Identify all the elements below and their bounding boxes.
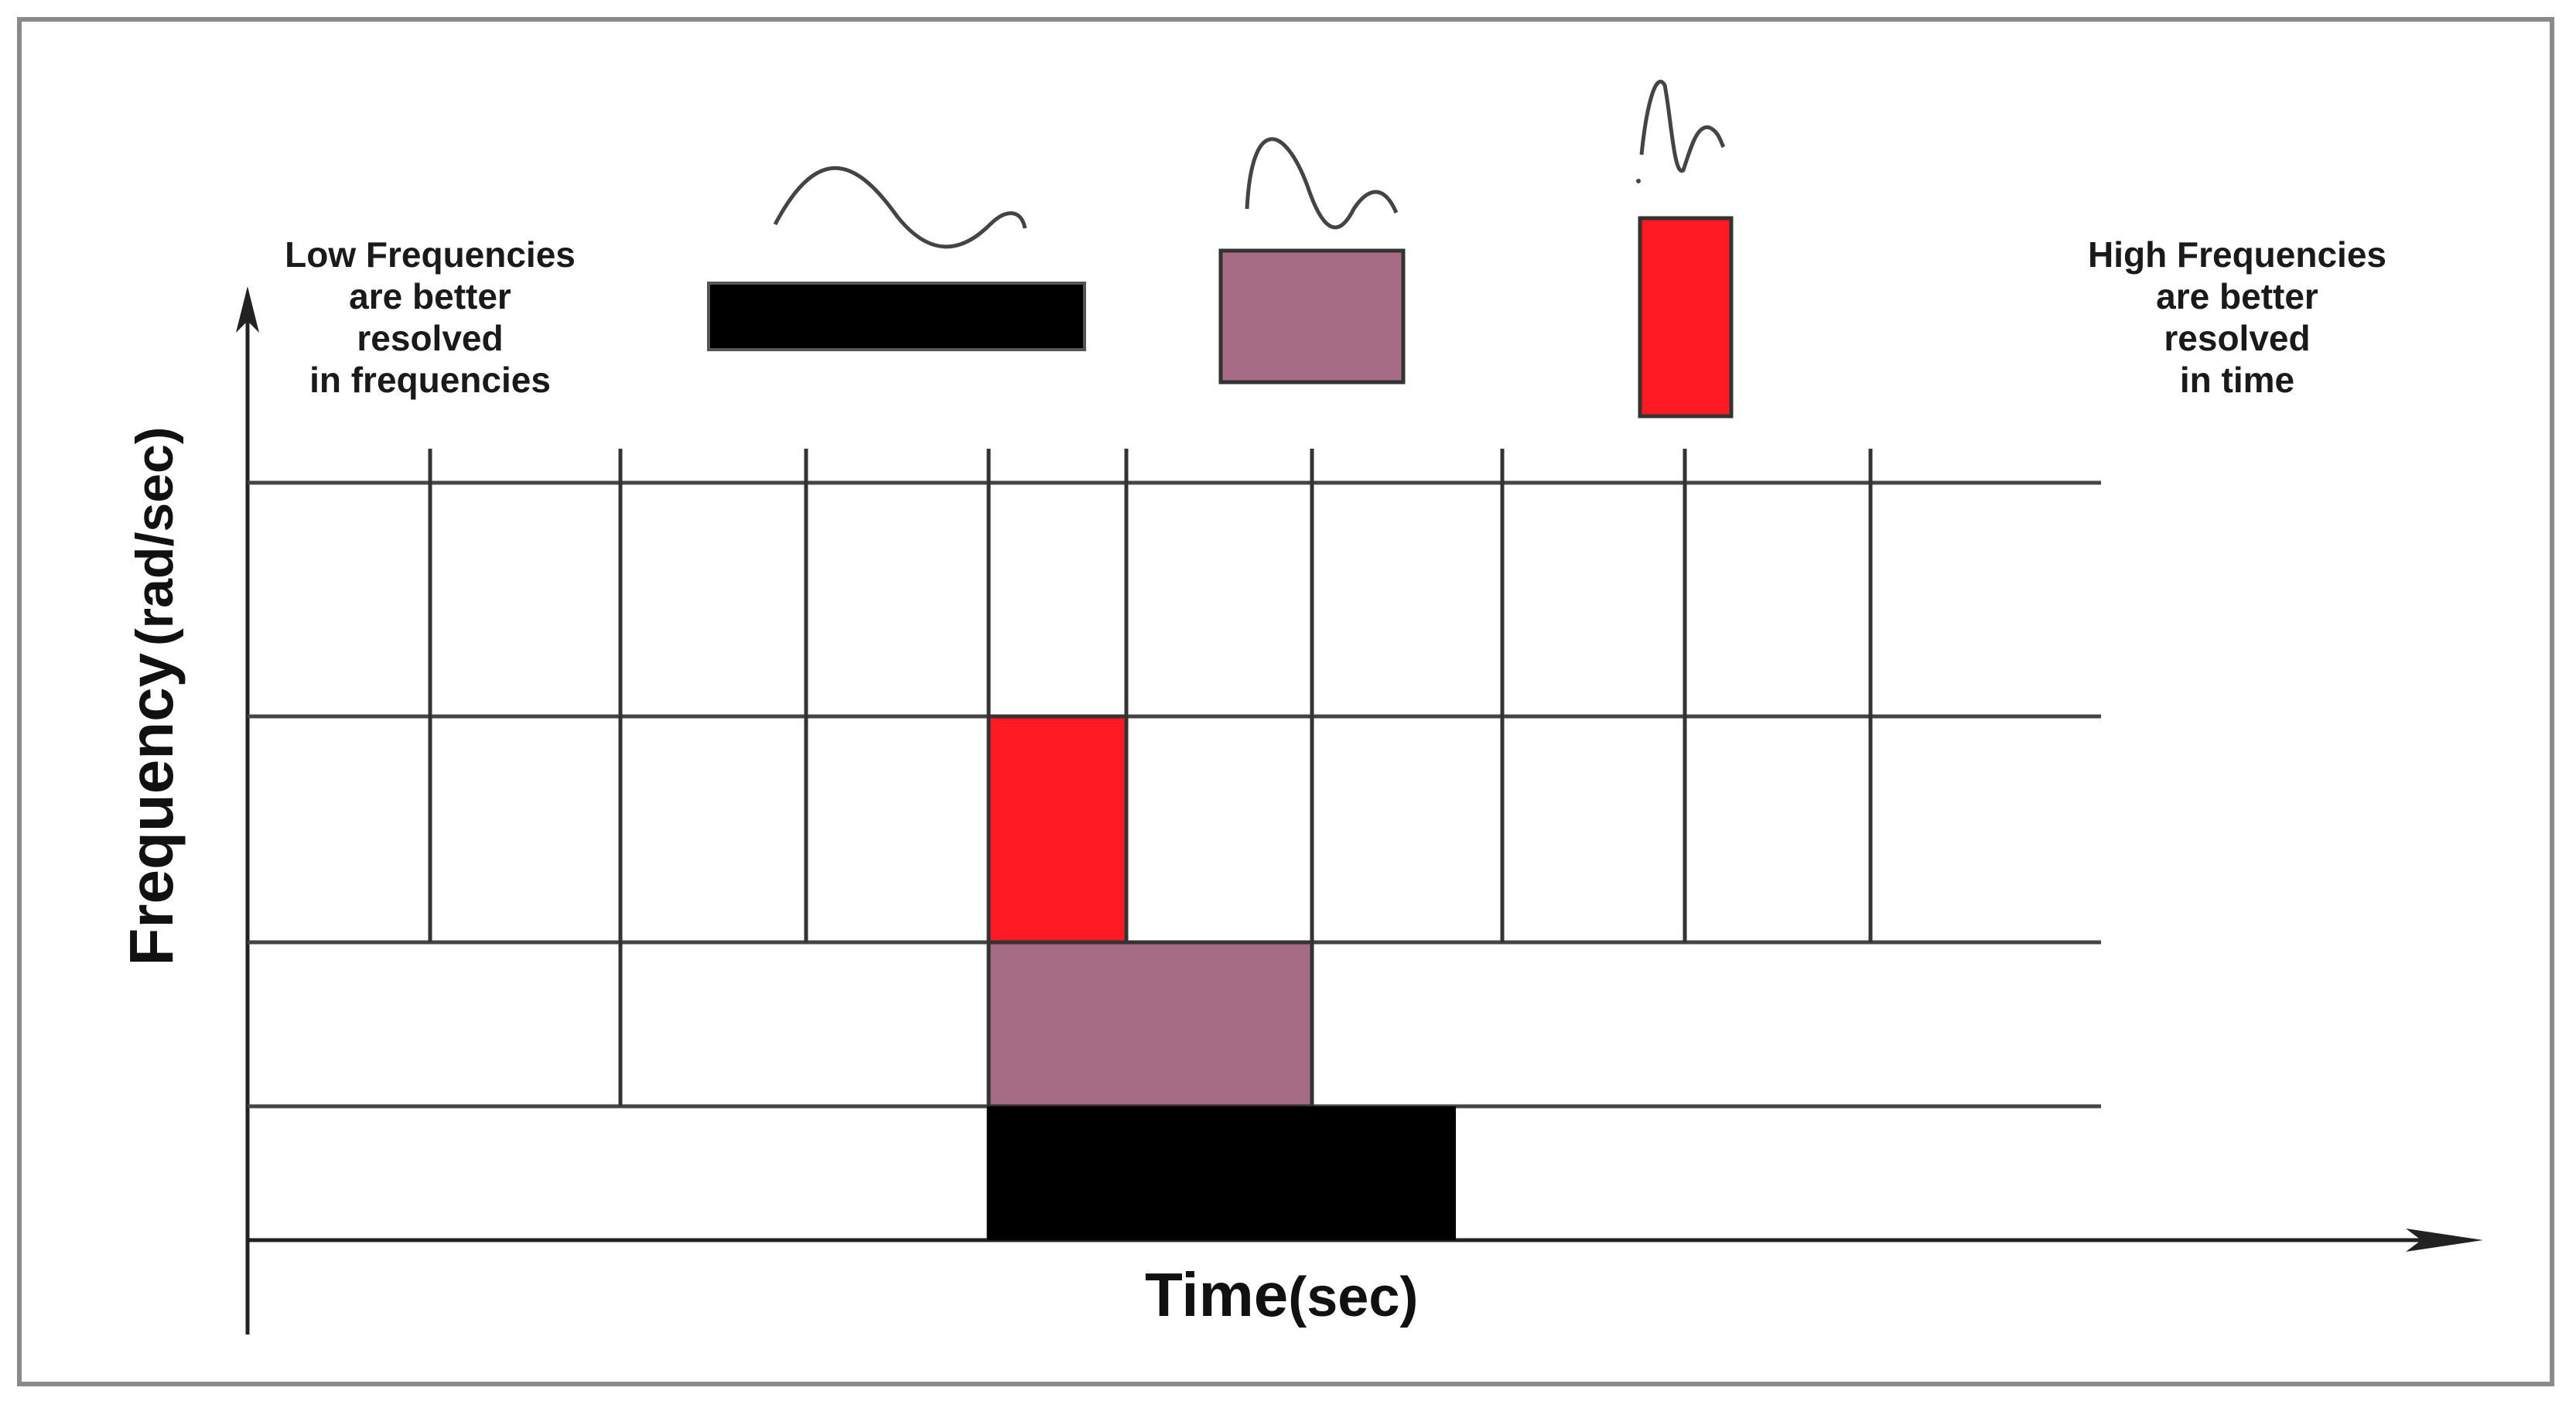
high-frequency-wave-icon xyxy=(1639,80,1726,173)
y-axis-label: Frequency (rad/sec) xyxy=(116,193,193,1199)
high-frequency-wave-dot xyxy=(1636,179,1641,183)
legend-tile-mid-frequency xyxy=(1218,248,1406,384)
low-frequency-note: Low Frequencies are better resolved in f… xyxy=(183,234,678,401)
y-axis-title: Frequency xyxy=(117,652,186,966)
figure-frame xyxy=(17,17,2554,1386)
grid-tile-mid-frequency xyxy=(986,940,1314,1109)
x-axis-label: Time(sec) xyxy=(1145,1259,1609,1331)
grid-tile-high-frequency xyxy=(986,714,1129,945)
legend-tile-low-frequency xyxy=(707,282,1086,351)
low-note-line-2: are better xyxy=(349,276,511,316)
low-note-line-4: in frequencies xyxy=(309,360,551,400)
x-axis-arrowhead xyxy=(2406,1229,2483,1252)
high-note-line-3: resolved xyxy=(2164,318,2311,358)
low-frequency-wave-icon xyxy=(773,166,1027,249)
grid-tile-low-frequency xyxy=(987,1106,1456,1240)
y-axis-unit: (rad/sec) xyxy=(125,426,184,646)
x-axis-unit: (sec) xyxy=(1288,1266,1419,1328)
high-frequency-note: High Frequencies are better resolved in … xyxy=(1990,234,2485,401)
low-note-line-1: Low Frequencies xyxy=(285,234,576,275)
high-note-line-4: in time xyxy=(2179,360,2295,400)
high-note-line-2: are better xyxy=(2156,276,2318,316)
y-axis-arrowhead xyxy=(236,286,259,333)
mid-frequency-wave-icon xyxy=(1245,137,1399,230)
x-axis-title: Time xyxy=(1145,1260,1289,1329)
low-note-line-3: resolved xyxy=(357,318,504,358)
high-note-line-1: High Frequencies xyxy=(2088,234,2386,275)
legend-tile-high-frequency xyxy=(1638,216,1734,419)
